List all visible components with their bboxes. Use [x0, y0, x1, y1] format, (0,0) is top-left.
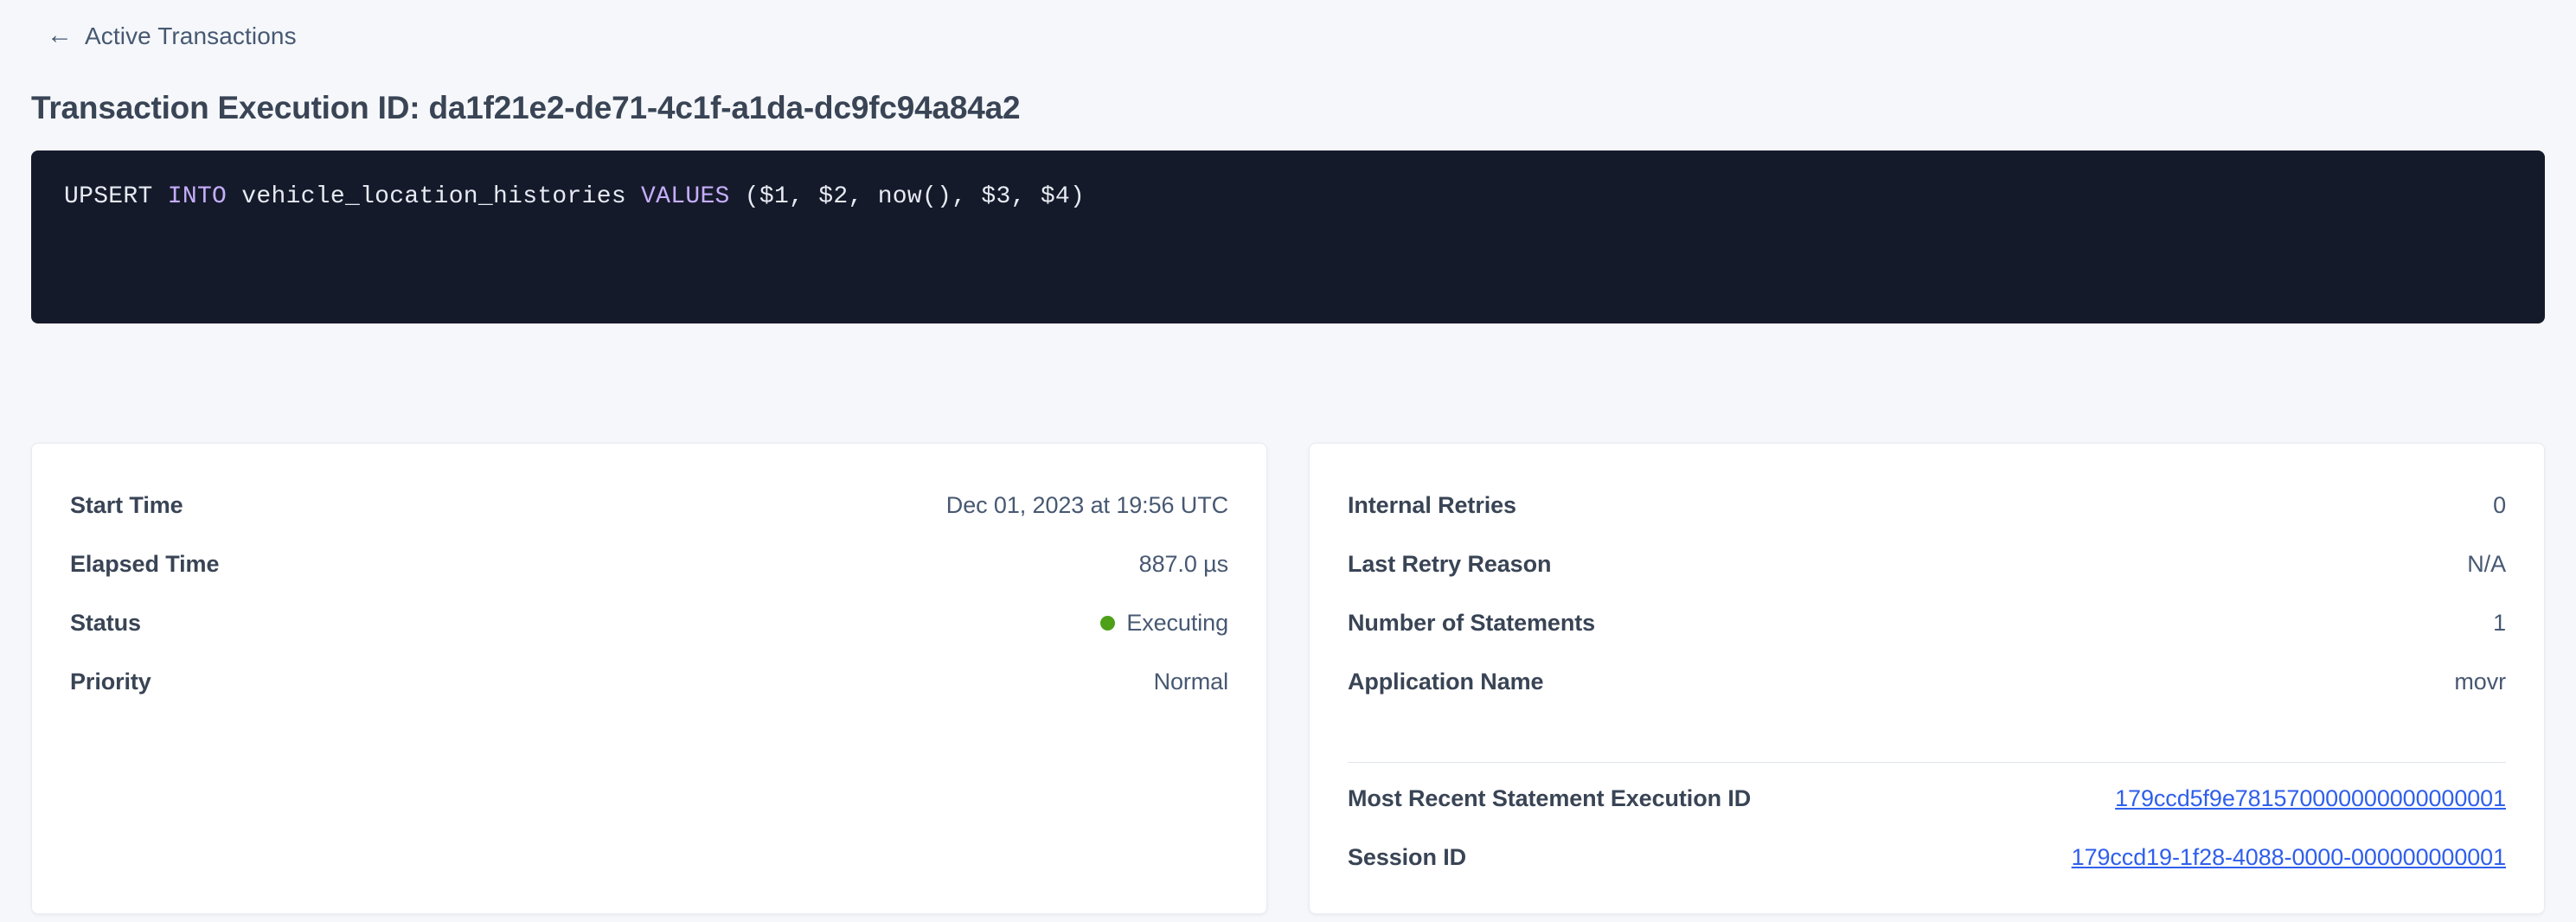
row-elapsed-time: Elapsed Time 887.0 µs [70, 551, 1228, 610]
number-of-statements-value: 1 [2493, 610, 2506, 636]
row-label: Priority [70, 669, 151, 695]
row-session-id: Session ID 179ccd19-1f28-4088-0000-00000… [1348, 844, 2506, 903]
internal-retries-value: 0 [2493, 492, 2506, 518]
detail-cards-container: Start Time Dec 01, 2023 at 19:56 UTC Ela… [31, 443, 2545, 914]
row-status: Status Executing [70, 610, 1228, 669]
card-divider [1348, 762, 2506, 763]
row-label: Start Time [70, 492, 183, 518]
application-name-value: movr [2454, 669, 2506, 695]
row-number-of-statements: Number of Statements 1 [1348, 610, 2506, 669]
elapsed-time-value: 887.0 µs [1138, 551, 1228, 577]
back-to-active-transactions-link[interactable]: ← Active Transactions [47, 21, 297, 49]
arrow-left-icon: ← [47, 21, 73, 49]
sql-token-upsert: UPSERT [64, 183, 168, 210]
most-recent-statement-execution-id-link[interactable]: 179ccd5f9e781570000000000000001 [2115, 785, 2506, 811]
last-retry-reason-value: N/A [2467, 551, 2506, 577]
page-title: Transaction Execution ID: da1f21e2-de71-… [31, 90, 1021, 125]
row-label: Application Name [1348, 669, 1544, 695]
start-time-value: Dec 01, 2023 at 19:56 UTC [945, 492, 1228, 518]
row-label: Elapsed Time [70, 551, 220, 577]
row-label: Last Retry Reason [1348, 551, 1552, 577]
transaction-overview-card: Start Time Dec 01, 2023 at 19:56 UTC Ela… [31, 443, 1267, 914]
status-dot-icon [1100, 616, 1116, 631]
row-label: Status [70, 610, 141, 636]
row-start-time: Start Time Dec 01, 2023 at 19:56 UTC [70, 492, 1228, 551]
row-label: Session ID [1348, 844, 1467, 870]
sql-keyword-into: INTO [167, 183, 227, 210]
row-last-retry-reason: Last Retry Reason N/A [1348, 551, 2506, 610]
row-priority: Priority Normal [70, 669, 1228, 727]
row-most-recent-statement-execution-id: Most Recent Statement Execution ID 179cc… [1348, 785, 2506, 844]
sql-token-args: ($1, $2, now(), $3, $4) [729, 183, 1086, 210]
session-id-link[interactable]: 179ccd19-1f28-4088-0000-000000000001 [2071, 844, 2506, 870]
row-label: Number of Statements [1348, 610, 1596, 636]
transaction-stats-card: Internal Retries 0 Last Retry Reason N/A… [1309, 443, 2545, 914]
sql-code-block[interactable]: UPSERT INTO vehicle_location_histories V… [31, 150, 2545, 323]
sql-code-line: UPSERT INTO vehicle_location_histories V… [64, 182, 2512, 213]
status-value-label: Executing [1126, 610, 1228, 636]
priority-value: Normal [1153, 669, 1229, 695]
sql-token-table: vehicle_location_histories [227, 183, 642, 210]
sql-keyword-values: VALUES [641, 183, 730, 210]
row-internal-retries: Internal Retries 0 [1348, 492, 2506, 551]
row-application-name: Application Name movr [1348, 669, 2506, 727]
back-link-label: Active Transactions [85, 22, 297, 49]
status-badge: Executing [1100, 610, 1228, 637]
row-label: Internal Retries [1348, 492, 1516, 518]
row-label: Most Recent Statement Execution ID [1348, 785, 1752, 811]
